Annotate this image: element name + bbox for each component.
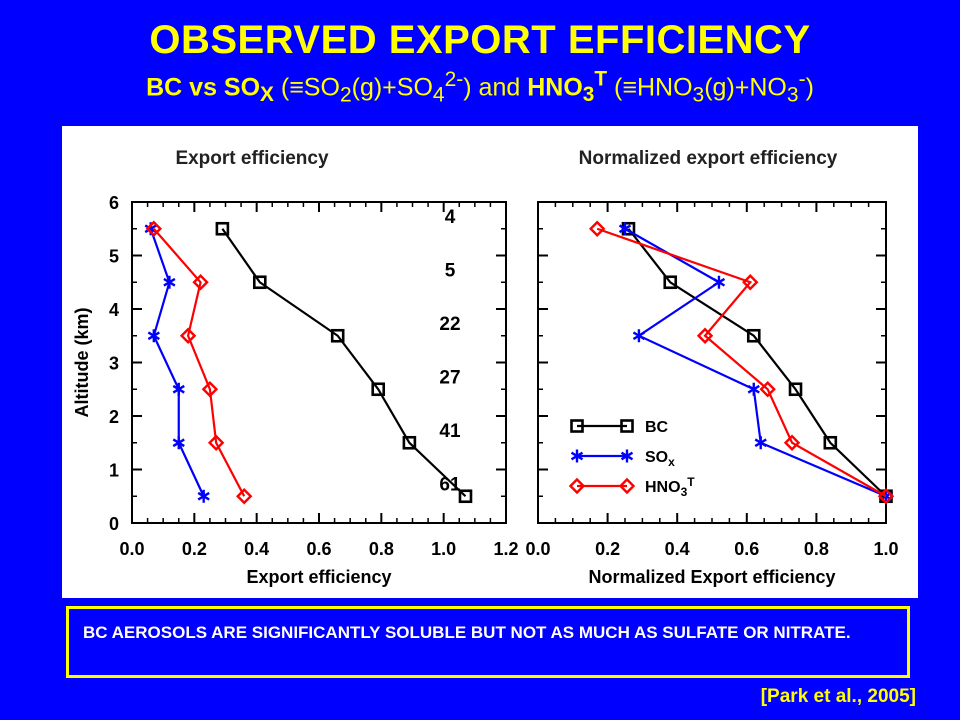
marker-0-BC-3: [330, 328, 345, 343]
marker-0-SOx-5-stroke-2: [144, 224, 157, 234]
marker-1-BC-4: [663, 275, 678, 290]
y-tick-label-1: 1: [109, 461, 119, 481]
legend-marker-left-HNO3T: [568, 477, 586, 495]
x-tick-label-1-2: 0.4: [665, 539, 690, 559]
y-axis-label: Altitude (km): [72, 307, 92, 417]
legend-marker-left-BC: [570, 419, 584, 433]
marker-1-HNO3T-3: [696, 327, 714, 344]
marker-1-BC-2: [788, 382, 803, 397]
legend-marker-right-HNO3T: [618, 477, 636, 495]
annotation-count-3: 27: [439, 367, 460, 388]
marker-0-HNO3T-3: [179, 327, 197, 344]
x-tick-label-0-6: 1.2: [493, 539, 518, 559]
legend-marker-right-SOx-stroke-2: [620, 451, 634, 461]
conclusion-box: BC AEROSOLS ARE SIGNIFICANTLY SOLUBLE BU…: [66, 606, 910, 678]
x-tick-label-1-0: 0.0: [525, 539, 550, 559]
marker-0-BC-0: [458, 489, 473, 504]
legend-marker-right-BC: [620, 419, 634, 433]
series-line-1-SOx: [624, 227, 887, 498]
marker-1-SOx-4-stroke-2: [712, 277, 726, 287]
legend-label-HNO3T: HNO3T: [645, 475, 695, 499]
marker-0-BC-2: [371, 382, 386, 397]
marker-1-BC-1: [823, 435, 838, 450]
citation: [Park et al., 2005]: [760, 686, 916, 707]
marker-1-HNO3T-0: [877, 488, 895, 505]
marker-1-SOx-5: [618, 222, 632, 236]
x-tick-label-0-0: 0.0: [119, 539, 144, 559]
marker-1-SOx-3-stroke-2: [632, 331, 646, 341]
x-tick-label-0-2: 0.4: [244, 539, 269, 559]
x-tick-label-1-3: 0.6: [734, 539, 759, 559]
plot-title-1: Normalized export efficiency: [579, 148, 838, 169]
marker-0-HNO3T-5: [145, 220, 163, 237]
annotation-count-0: 4: [445, 207, 456, 228]
series-line-1-HNO3T: [596, 227, 887, 498]
marker-0-BC-5: [215, 221, 230, 236]
legend-marker-left-SOx: [570, 449, 584, 463]
marker-0-SOx-1: [172, 436, 185, 450]
slide-title: OBSERVED EXPORT EFFICIENCY: [149, 18, 811, 62]
legend-label-SOx: SOx: [645, 449, 675, 469]
marker-0-SOx-4: [163, 275, 176, 289]
chart-svg: Export efficiency 0.0 0.2 0.4 0.6 0.8 1.0 1.2 0 1…: [72, 148, 899, 587]
x-tick-label-0-5: 1.0: [431, 539, 456, 559]
annotation-count-4: 41: [439, 421, 461, 442]
marker-1-HNO3T-1: [783, 434, 801, 451]
marker-0-HNO3T-4: [192, 274, 209, 291]
annotation-count-2: 22: [439, 314, 460, 335]
marker-1-HNO3T-5: [588, 220, 606, 237]
marker-0-SOx-1-stroke-2: [172, 438, 185, 448]
annotation-count-1: 5: [445, 260, 456, 281]
marker-1-BC-3: [746, 328, 761, 343]
marker-1-SOx-2-stroke-2: [747, 384, 760, 394]
x-tick-label-1-5: 1.0: [873, 539, 898, 559]
marker-0-SOx-0-stroke-2: [197, 491, 210, 501]
annotation-count-5: 61: [439, 474, 461, 495]
marker-1-HNO3T-4: [742, 274, 759, 291]
chart-panel: Export efficiency 0.0 0.2 0.4 0.6 0.8 1.0 1.2 0 1…: [62, 126, 918, 598]
series-line-0-SOx: [149, 228, 205, 497]
x-tick-label-0-1: 0.2: [182, 539, 207, 559]
marker-1-HNO3T-2: [759, 381, 776, 398]
legend-label-BC: BC: [645, 419, 669, 436]
marker-0-HNO3T-1: [207, 434, 225, 451]
series-line-0-HNO3T: [152, 228, 246, 497]
x-axis-label-0: Export efficiency: [246, 567, 391, 587]
marker-0-SOx-3: [147, 329, 160, 343]
marker-0-SOx-3-stroke-2: [147, 331, 160, 341]
slide-subtitle: BC vs SOX (≡SO2(g)+SO42-) and HNO3T (≡HN…: [146, 68, 814, 107]
y-tick-label-2: 2: [109, 407, 119, 427]
legend-marker-left-SOx-stroke-2: [570, 451, 584, 461]
marker-0-BC-4: [252, 275, 267, 290]
marker-0-SOx-4-stroke-2: [163, 277, 176, 287]
marker-1-SOx-1: [754, 436, 767, 450]
marker-0-BC-1: [402, 435, 417, 450]
marker-1-SOx-5-stroke-2: [618, 224, 632, 234]
marker-1-SOx-3: [632, 329, 646, 343]
y-tick-label-3: 3: [109, 354, 119, 374]
x-axis-label-1: Normalized Export efficiency: [588, 567, 835, 587]
marker-0-SOx-2-stroke-2: [172, 384, 185, 394]
x-tick-label-1-4: 0.8: [804, 539, 829, 559]
marker-0-HNO3T-2: [201, 381, 219, 398]
x-tick-label-1-1: 0.2: [595, 539, 620, 559]
y-tick-label-6: 6: [109, 193, 119, 213]
marker-0-HNO3T-0: [236, 488, 253, 505]
series-line-1-BC: [627, 228, 887, 498]
series-line-0-BC: [221, 228, 467, 498]
marker-1-SOx-2: [747, 382, 760, 396]
marker-1-SOx-4: [712, 275, 726, 289]
y-tick-label-0: 0: [109, 514, 119, 534]
x-tick-label-0-4: 0.8: [369, 539, 394, 559]
y-tick-label-4: 4: [109, 300, 119, 320]
y-tick-label-5: 5: [109, 247, 119, 267]
x-tick-label-0-3: 0.6: [306, 539, 331, 559]
marker-1-SOx-1-stroke-2: [754, 438, 767, 448]
marker-0-SOx-2: [172, 382, 185, 396]
plot-title-0: Export efficiency: [175, 148, 329, 169]
marker-0-SOx-0: [197, 489, 210, 503]
legend-marker-right-SOx: [620, 449, 634, 463]
